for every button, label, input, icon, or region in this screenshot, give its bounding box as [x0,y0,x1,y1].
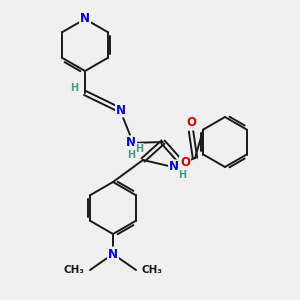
Text: H: H [70,83,78,93]
Text: N: N [116,103,126,116]
Text: N: N [126,136,136,149]
Text: N: N [169,160,179,173]
Text: O: O [186,116,196,130]
Text: H: H [178,170,186,180]
Text: N: N [80,13,90,26]
Text: N: N [108,248,118,260]
Text: CH₃: CH₃ [142,265,163,275]
Text: O: O [180,157,190,169]
Text: CH₃: CH₃ [63,265,84,275]
Text: H: H [127,150,135,160]
Text: H: H [135,144,143,154]
